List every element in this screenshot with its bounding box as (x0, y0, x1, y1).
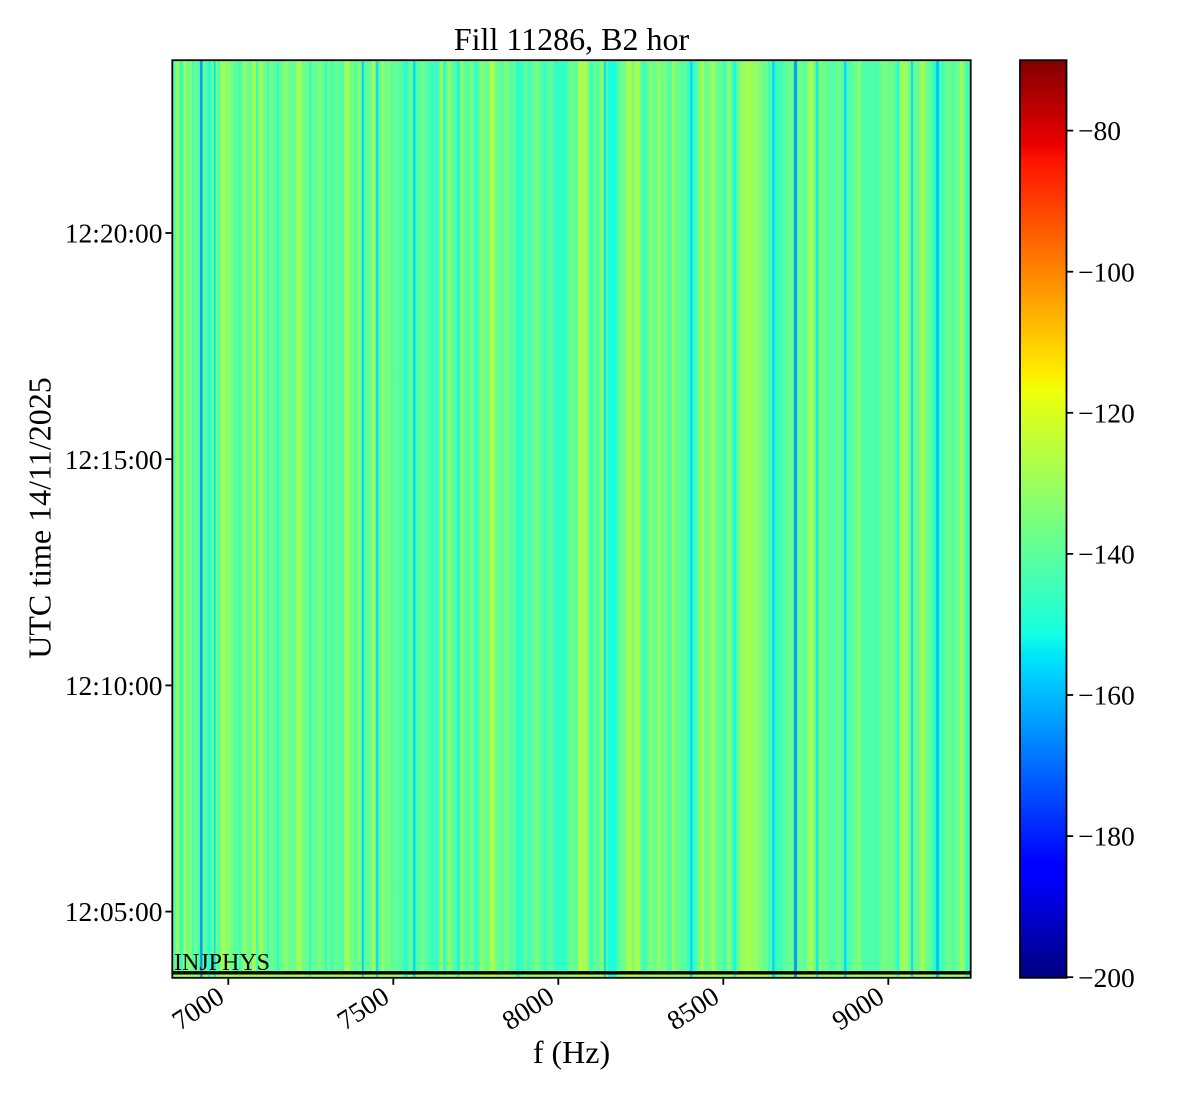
svg-text:8000: 8000 (496, 980, 559, 1036)
svg-text:INJPHYS: INJPHYS (174, 950, 270, 976)
svg-text:−140: −140 (1078, 539, 1135, 570)
svg-text:7500: 7500 (331, 980, 394, 1036)
svg-text:12:15:00: 12:15:00 (65, 444, 163, 475)
svg-text:7000: 7000 (166, 980, 229, 1036)
svg-text:8500: 8500 (661, 980, 724, 1036)
svg-text:UTC time 14/11/2025: UTC time 14/11/2025 (22, 377, 58, 658)
svg-text:−160: −160 (1078, 680, 1135, 711)
svg-text:−180: −180 (1078, 821, 1135, 852)
svg-text:f (Hz): f (Hz) (533, 1034, 610, 1070)
svg-text:12:05:00: 12:05:00 (65, 896, 163, 927)
svg-text:−120: −120 (1078, 397, 1135, 428)
svg-text:−200: −200 (1078, 962, 1135, 993)
svg-text:Fill 11286, B2 hor: Fill 11286, B2 hor (454, 21, 690, 57)
svg-text:−100: −100 (1078, 256, 1135, 287)
svg-text:12:10:00: 12:10:00 (65, 670, 163, 701)
svg-text:9000: 9000 (826, 980, 889, 1036)
svg-text:−80: −80 (1078, 115, 1121, 146)
svg-text:12:20:00: 12:20:00 (65, 218, 163, 249)
